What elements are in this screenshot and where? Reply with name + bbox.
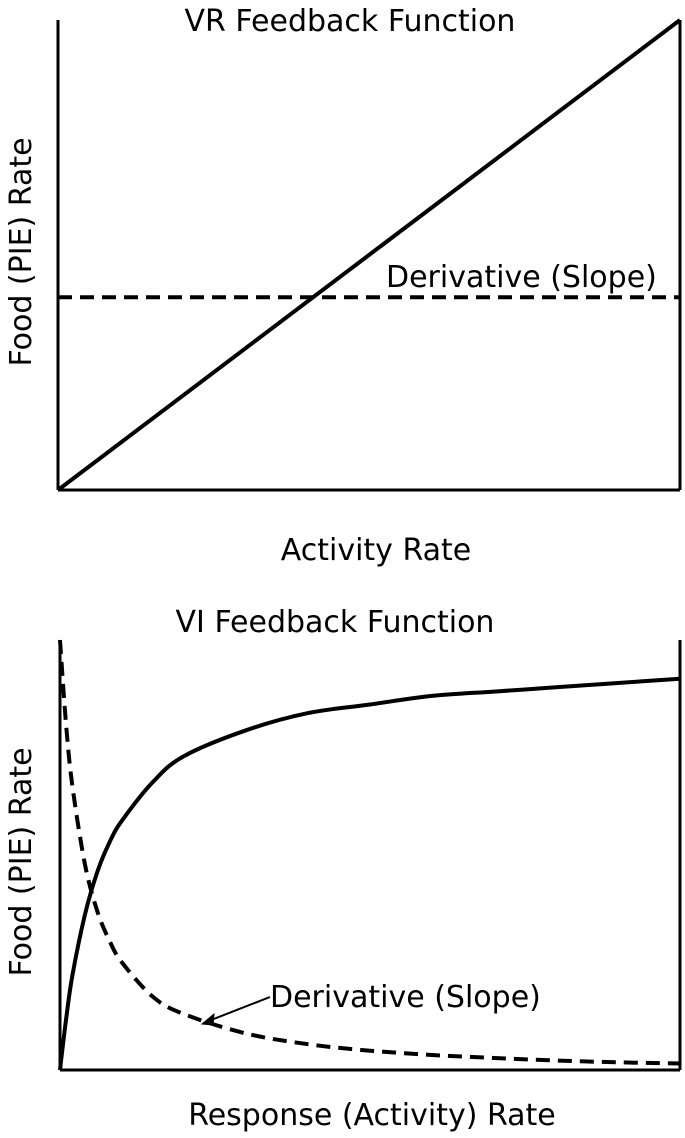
vi-chart: VI Feedback Function Food (PIE) Rate Res…: [4, 605, 682, 1133]
vr-derivative-label: Derivative (Slope): [386, 260, 657, 295]
vr-chart: VR Feedback Function Food (PIE) Rate Act…: [4, 4, 682, 568]
vi-xlabel: Response (Activity) Rate: [188, 1098, 556, 1133]
vi-derivative-curve: [58, 639, 681, 1066]
vi-ylabel: Food (PIE) Rate: [4, 747, 39, 976]
vr-chart-title: VR Feedback Function: [185, 4, 516, 39]
vi-derivative-label: Derivative (Slope): [270, 980, 541, 1015]
vi-derivative-pointer-arrow: [200, 996, 271, 1026]
vr-xlabel: Activity Rate: [281, 533, 472, 568]
vr-ylabel: Food (PIE) Rate: [4, 137, 39, 366]
vr-feedback-line: [56, 18, 682, 492]
vi-chart-title: VI Feedback Function: [176, 605, 495, 640]
vi-feedback-curve: [58, 676, 681, 1071]
